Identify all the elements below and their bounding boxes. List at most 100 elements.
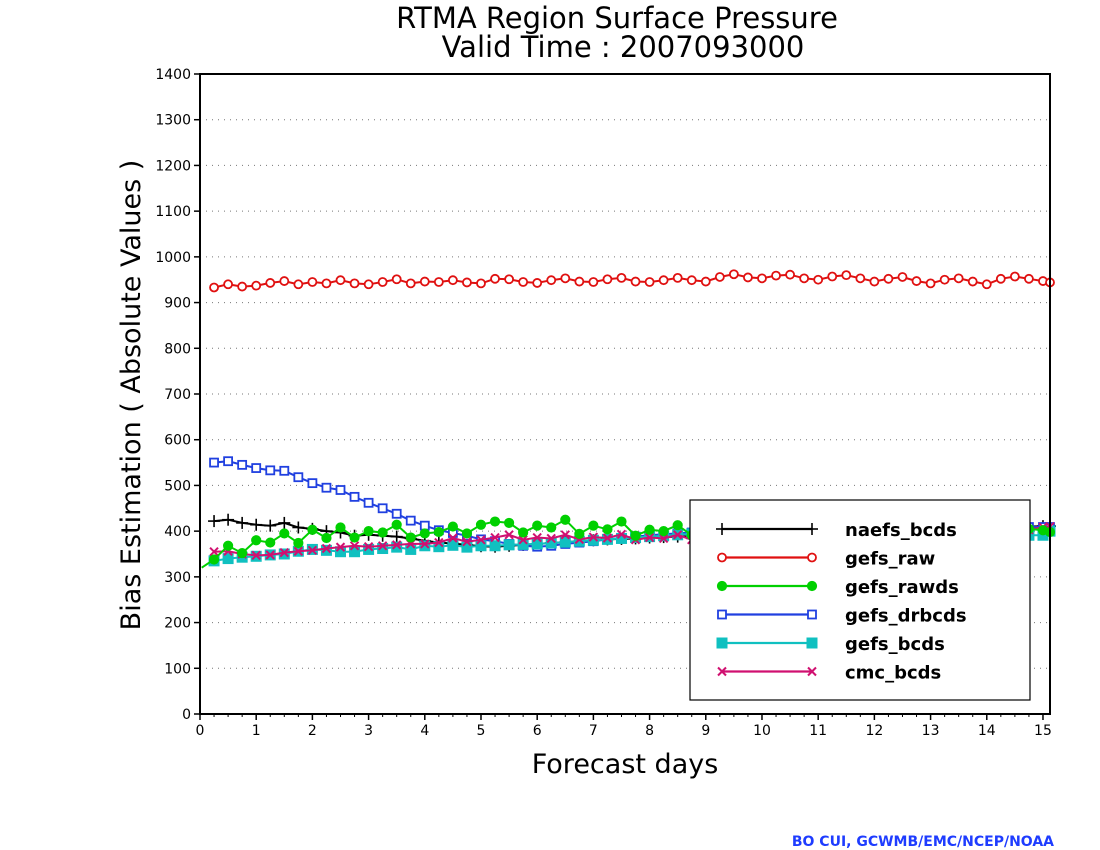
data-point: [391, 540, 402, 550]
data-point: [264, 519, 277, 532]
data-point: [363, 497, 374, 508]
data-point: [279, 465, 290, 476]
data-point: [785, 269, 795, 280]
data-point: [377, 503, 388, 514]
y-tick-label: 1400: [155, 67, 191, 83]
data-point: [925, 278, 936, 289]
x-tick-label: 6: [533, 723, 542, 739]
data-point: [490, 273, 500, 284]
data-point: [546, 275, 557, 286]
x-tick-label: 2: [308, 723, 317, 739]
data-point: [391, 541, 403, 553]
data-point: [377, 543, 389, 555]
data-point: [237, 281, 248, 292]
legend-label: gefs_raw: [845, 549, 935, 570]
data-point: [658, 533, 669, 544]
data-point: [602, 524, 613, 535]
data-point: [806, 580, 818, 592]
data-point: [644, 524, 655, 535]
data-point: [209, 282, 219, 293]
y-ticks: 0 100 200 300 400 500 600 700 800 900 1000 1100 1200…: [155, 67, 200, 723]
data-point: [630, 276, 641, 287]
x-tick-label: 15: [1034, 723, 1052, 739]
data-point: [462, 277, 472, 288]
chart-title: RTMA Region Surface Pressure: [396, 1, 838, 35]
data-point: [461, 528, 473, 539]
data-point: [841, 270, 852, 281]
data-point: [448, 533, 458, 543]
data-point: [574, 528, 585, 539]
data-point: [251, 280, 262, 291]
x-tick-label: 5: [477, 723, 486, 739]
data-point: [251, 550, 261, 561]
data-point: [278, 516, 291, 529]
data-point: [757, 273, 767, 284]
data-point: [293, 472, 304, 483]
y-tick-label: 500: [164, 478, 191, 494]
data-point: [321, 543, 332, 554]
data-point: [307, 277, 318, 287]
data-point: [967, 276, 978, 287]
data-point: [420, 539, 430, 549]
legend-label: gefs_rawds: [845, 577, 959, 598]
data-point: [728, 269, 739, 280]
data-point: [771, 270, 781, 281]
series-gefs-raw: [209, 269, 1055, 293]
data-point: [307, 478, 318, 489]
data-point: [293, 279, 304, 290]
data-point: [377, 527, 388, 538]
data-point: [588, 277, 599, 287]
data-point: [237, 459, 248, 470]
data-point: [546, 522, 557, 533]
data-point: [349, 532, 360, 543]
data-point: [716, 523, 728, 535]
data-point: [447, 539, 459, 551]
y-tick-label: 1100: [155, 204, 191, 220]
data-point: [461, 541, 473, 553]
data-point: [209, 457, 219, 468]
y-tick-label: 200: [164, 616, 191, 632]
legend-item: naefs_bcds: [716, 520, 957, 541]
data-point: [292, 521, 305, 534]
data-point: [546, 533, 556, 544]
data-point: [574, 276, 585, 287]
data-point: [222, 553, 234, 565]
data-point: [208, 515, 221, 528]
y-tick-label: 700: [164, 387, 191, 403]
data-point: [1024, 273, 1034, 284]
data-point: [363, 543, 375, 555]
data-point: [1009, 271, 1020, 282]
data-point: [237, 547, 248, 559]
data-point: [588, 520, 599, 531]
data-point: [807, 552, 817, 563]
y-tick-label: 300: [164, 570, 191, 586]
data-point: [321, 278, 332, 289]
x-tick-label: 11: [809, 723, 827, 739]
data-point: [716, 580, 728, 592]
data-point: [616, 272, 627, 283]
data-point: [335, 275, 346, 286]
data-point: [222, 540, 234, 551]
y-tick-label: 1300: [155, 113, 191, 129]
data-point: [700, 276, 711, 287]
data-point: [419, 540, 431, 552]
legend-item: cmc_bcds: [717, 663, 941, 684]
y-tick-label: 900: [164, 296, 191, 312]
y-tick-label: 0: [182, 707, 191, 723]
legend-label: cmc_bcds: [845, 663, 941, 684]
data-point: [630, 530, 641, 541]
data-point: [532, 278, 543, 288]
data-point: [518, 535, 528, 545]
credit-text: BO CUI, GCWMB/EMC/NCEP/NOAA: [791, 834, 1054, 850]
x-tick-label: 12: [865, 723, 883, 739]
data-point: [265, 465, 276, 476]
data-point: [504, 274, 514, 285]
x-tick-label: 14: [978, 723, 996, 739]
data-point: [433, 277, 444, 287]
x-tick-label: 3: [364, 723, 373, 739]
data-point: [335, 522, 346, 533]
data-point: [672, 272, 683, 283]
data-point: [588, 532, 599, 542]
data-point: [223, 456, 233, 467]
x-tick-label: 13: [922, 723, 940, 739]
